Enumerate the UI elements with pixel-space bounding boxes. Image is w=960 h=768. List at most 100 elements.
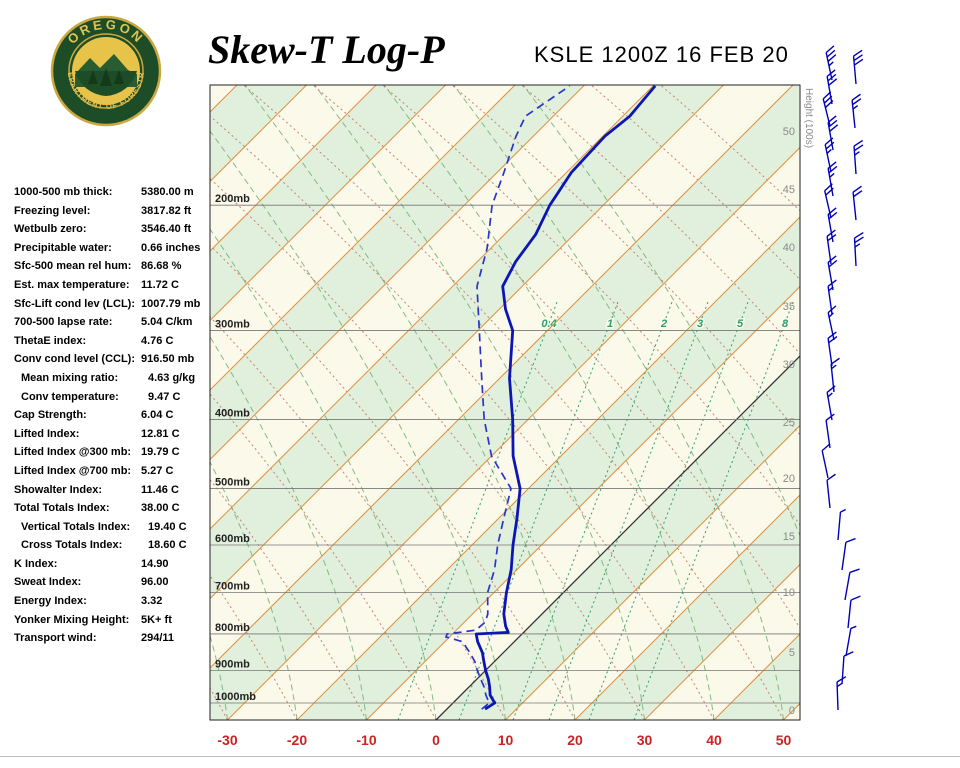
plot-border [209, 84, 801, 721]
wind-barb [826, 229, 837, 265]
window-bottom-divider [0, 756, 960, 757]
index-row: 700-500 lapse rate: 5.04 C/km [14, 313, 212, 332]
freezing-isotherm-line [435, 355, 800, 720]
index-row: Cross Totals Index: 18.60 C [14, 536, 212, 555]
isotherm-band [210, 85, 800, 720]
temp-axis-label: 40 [706, 732, 722, 748]
dry-adiabat-line [451, 85, 800, 436]
index-value: 12.81 C [141, 427, 180, 440]
index-value: 5.27 C [141, 464, 174, 477]
temp-axis-label: 0 [432, 732, 440, 748]
index-label: Mean mixing ratio: [21, 371, 119, 384]
dry-adiabat-line [590, 85, 800, 281]
mixing-ratio-line [397, 301, 558, 720]
wind-barb [827, 161, 838, 197]
index-label: Precipitable water: [14, 241, 112, 254]
wind-barb [827, 279, 837, 315]
pressure-label: 1000mb [215, 691, 256, 703]
mixing-ratio-label: 8 [782, 318, 789, 330]
height-tick-label: 25 [783, 417, 795, 429]
pressure-label: 500mb [215, 477, 250, 489]
index-row: ThetaE index: 4.76 C [14, 332, 212, 351]
mixing-ratio-label: 3 [697, 318, 703, 330]
index-row: Transport wind: 294/11 [14, 629, 212, 648]
temp-axis-label: -10 [356, 732, 376, 748]
mixing-ratio-line [588, 301, 749, 720]
logo-tree-icon [114, 70, 124, 84]
index-label: 1000-500 mb thick: [14, 186, 113, 198]
index-row: Vertical Totals Index: 19.40 C [14, 518, 212, 537]
mixing-ratio-label: 5 [737, 318, 744, 330]
isotherm-line [713, 633, 800, 720]
moist-adiabat-line [210, 130, 506, 720]
index-row: Conv temperature: 9.47 C [14, 388, 212, 407]
height-tick-label: 20 [783, 473, 795, 485]
temp-axis-label: 50 [776, 732, 792, 748]
index-row: Lifted Index: 12.81 C [14, 425, 212, 444]
index-value: 294/11 [141, 632, 175, 645]
index-row: Lifted Index @700 mb: 5.27 C [14, 462, 212, 481]
index-row: Cap Strength: 6.04 C [14, 406, 212, 425]
isotherm-band [575, 495, 800, 720]
index-label: ThetaE index: [14, 334, 87, 347]
temp-axis-label: 30 [637, 732, 653, 748]
temp-axis-label: 10 [498, 732, 514, 748]
index-value: 916.50 mb [141, 353, 195, 366]
wind-barb [851, 93, 862, 129]
index-row: Sfc-500 mean rel hum: 86.68 % [14, 257, 212, 276]
index-label: Conv temperature: [21, 390, 119, 403]
wind-barb [845, 625, 857, 657]
wind-barb [852, 185, 863, 221]
height-tick-label: 45 [783, 184, 795, 196]
wind-barb [841, 651, 854, 685]
isotherm-line [366, 285, 800, 720]
index-label: Est. max temperature: [14, 278, 130, 291]
height-tick-label: 0 [789, 705, 795, 717]
index-value: 19.79 C [141, 446, 180, 459]
index-label: K Index: [14, 557, 58, 570]
index-label: Sfc-Lift cond lev (LCL): [14, 297, 135, 310]
index-row: Sfc-Lift cond lev (LCL): 1007.79 mb [14, 295, 212, 314]
temp-axis-label: -30 [217, 732, 237, 748]
wind-barb [827, 305, 837, 341]
index-value: 3546.40 ft [141, 223, 192, 236]
dry-adiabat-line [210, 115, 715, 720]
index-value: 11.72 C [141, 278, 179, 291]
wind-barb [837, 508, 846, 541]
height-tick-label: 50 [783, 126, 795, 138]
index-value: 3.32 [141, 595, 163, 608]
index-row: Lifted Index @300 mb: 19.79 C [14, 443, 212, 462]
isotherm-line [644, 563, 800, 720]
temperature-trace [474, 85, 657, 711]
dry-adiabat-line [382, 85, 800, 526]
moist-adiabat-line [453, 85, 784, 720]
index-row: Yonker Mixing Height: 5K+ ft [14, 611, 212, 630]
index-value: 11.46 C [141, 483, 179, 496]
dry-adiabat-line [660, 85, 800, 212]
index-row: Showalter Index: 11.46 C [14, 481, 212, 500]
index-value: 14.90 [141, 557, 169, 570]
wind-barb [827, 207, 838, 243]
index-value: 19.40 C [148, 520, 187, 533]
height-tick-label: 15 [783, 531, 795, 543]
isotherm-line [210, 85, 794, 669]
dewpoint-trace [444, 85, 571, 710]
wind-barb [836, 676, 847, 711]
isotherm-line [783, 702, 800, 720]
wind-barb [824, 183, 834, 219]
index-value: 3817.82 ft [141, 204, 192, 217]
dry-adiabat-line [521, 85, 800, 355]
index-row: Precipitable water: 0.66 inches [14, 239, 212, 258]
index-row: Est. max temperature: 11.72 C [14, 276, 212, 295]
mixing-ratio-line [633, 301, 794, 720]
wind-barb [825, 45, 837, 81]
height-tick-label: 30 [783, 359, 795, 371]
mixing-ratio-label: 1 [607, 318, 613, 330]
moist-adiabat-line [522, 85, 800, 538]
logo-tree-icon [100, 68, 112, 86]
wind-barb [841, 537, 856, 571]
index-value: 0.66 inches [141, 241, 201, 254]
temp-axis-label: 20 [567, 732, 583, 748]
index-row: Conv cond level (CCL): 916.50 mb [14, 350, 212, 369]
isotherm-band [436, 356, 800, 720]
